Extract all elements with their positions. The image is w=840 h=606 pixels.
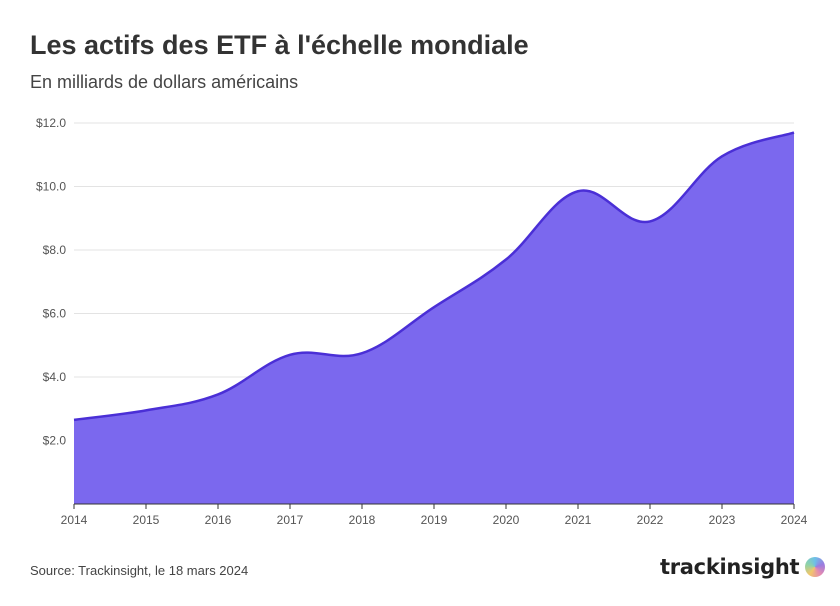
y-tick-label: $8.0: [43, 243, 67, 257]
x-tick-label: 2017: [277, 513, 304, 527]
source-note: Source: Trackinsight, le 18 mars 2024: [30, 563, 249, 578]
x-tick-label: 2021: [565, 513, 592, 527]
area-chart: $2.0 $4.0 $6.0 $8.0 $10.0 $12.0 2014 2015 2016 20…: [36, 116, 808, 527]
x-tick-label: 2022: [637, 513, 664, 527]
brand: trackinsight: [660, 555, 826, 579]
x-tick-label: 2023: [709, 513, 736, 527]
y-tick-label: $10.0: [36, 180, 66, 194]
x-tick-label: 2018: [349, 513, 376, 527]
x-tick-label: 2015: [133, 513, 160, 527]
x-tick-label: 2016: [205, 513, 232, 527]
chart-subtitle: En milliards de dollars américains: [30, 72, 299, 92]
x-tick-label: 2024: [781, 513, 808, 527]
x-tick-label: 2020: [493, 513, 520, 527]
chart-title: Les actifs des ETF à l'échelle mondiale: [30, 30, 529, 60]
x-tick-label: 2019: [421, 513, 448, 527]
y-tick-label: $12.0: [36, 116, 66, 130]
series-line: [73, 131, 795, 422]
y-tick-label: $4.0: [43, 370, 67, 384]
brand-name: trackinsight: [660, 555, 800, 579]
series-area: [74, 132, 794, 504]
y-tick-label: $2.0: [43, 434, 67, 448]
trackinsight-logo-icon: [805, 557, 826, 577]
x-tick-label: 2014: [61, 513, 88, 527]
y-tick-label: $6.0: [43, 307, 67, 321]
